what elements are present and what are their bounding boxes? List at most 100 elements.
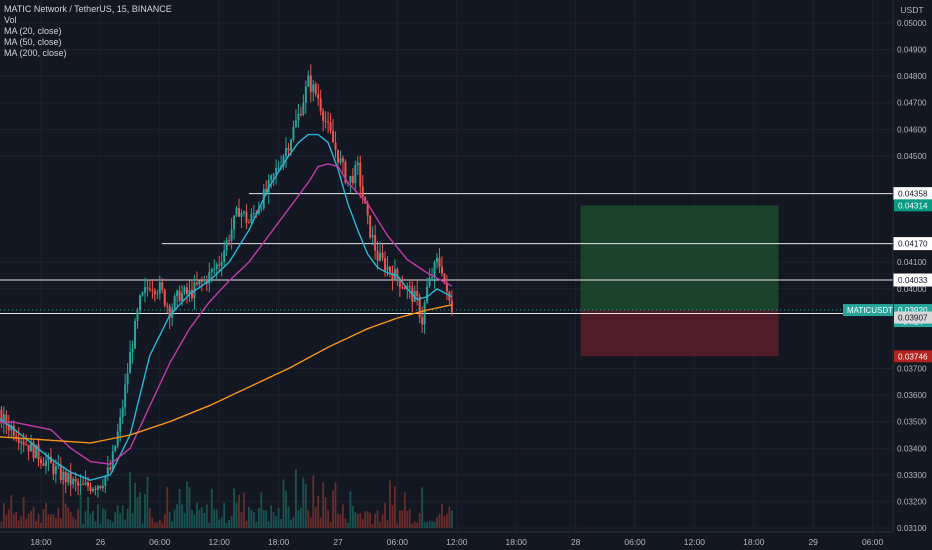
volume-bar (166, 487, 169, 528)
candle-body (59, 465, 62, 481)
price-tick-label: 0.03400 (897, 444, 927, 453)
volume-bar (7, 509, 10, 528)
candle-body (220, 261, 223, 266)
candle-body (104, 476, 107, 486)
volume-bar (364, 511, 367, 528)
target-tag: 0.04314 (894, 199, 932, 212)
long-position-tool (580, 205, 779, 357)
volume-bar (347, 522, 349, 528)
price-tick-label: 0.04500 (897, 152, 927, 161)
candle-body (25, 444, 28, 446)
volume-bar (309, 517, 312, 528)
price-tick-label: 0.03500 (897, 418, 927, 427)
stop-tag: 0.03746 (894, 350, 932, 363)
level-tag-bg (893, 273, 932, 287)
indicator-volume[interactable]: Vol (4, 15, 17, 25)
candle-body (329, 122, 332, 132)
volume-bar (391, 505, 394, 528)
volume-bar (131, 513, 134, 528)
volume-bar (215, 509, 218, 528)
time-tick-label: 12:00 (446, 537, 468, 547)
candle-body (272, 173, 275, 176)
candle-body (339, 158, 342, 163)
indicator-ma200[interactable]: MA (200, close) (4, 48, 67, 58)
volume-bar (389, 480, 391, 528)
volume-bar (17, 520, 20, 528)
symbol-price-label[interactable]: MATICUSDT (843, 304, 893, 317)
candle-body (450, 300, 453, 313)
candle-body (332, 131, 335, 143)
candle-body (143, 287, 146, 293)
volume-bar (240, 511, 243, 528)
candle-body (67, 472, 70, 483)
volume-bar (156, 522, 159, 528)
candle-body (114, 445, 117, 452)
time-tick-label: 18:00 (30, 537, 52, 547)
candle-body (7, 424, 10, 431)
candle-body (42, 463, 45, 466)
volume-bar (220, 517, 223, 528)
volume-bar (153, 522, 156, 528)
volume-bar (54, 518, 57, 528)
candle-body (292, 126, 295, 140)
volume-bar (146, 476, 149, 528)
candle-body (386, 266, 389, 271)
candle-body (309, 75, 312, 92)
volume-bar (394, 486, 396, 528)
volume-bar (334, 482, 337, 528)
symbol-title[interactable]: MATIC Network / TetherUS, 15, BINANCE (4, 4, 172, 14)
candle-body (121, 407, 124, 418)
indicator-ma50[interactable]: MA (50, close) (4, 37, 62, 47)
profit-zone[interactable] (580, 205, 779, 311)
level-tag: 0.03907 (894, 311, 932, 324)
candle-body (327, 121, 330, 123)
target-tag-bg (894, 199, 932, 212)
currency-label: USDT (900, 5, 923, 15)
candle-body (374, 235, 377, 251)
volume-bar (45, 502, 47, 528)
volume-bar (163, 514, 166, 528)
candle-body (376, 250, 379, 261)
volume-bar (126, 508, 129, 528)
volume-bar (208, 522, 211, 528)
candle-body (426, 286, 429, 303)
candle-body (166, 305, 169, 307)
volume-bar (32, 507, 35, 528)
volume-bar (423, 522, 426, 528)
candle-body (319, 98, 322, 112)
volume-bar (141, 523, 144, 528)
ma50-line (0, 163, 453, 465)
candle-body (72, 478, 75, 485)
volume-bar (124, 519, 127, 528)
loss-zone[interactable] (580, 310, 779, 357)
volume-bar (324, 497, 327, 528)
candle-body (240, 212, 243, 217)
volume-bar (171, 521, 174, 528)
candle-body (344, 161, 347, 183)
grid-lines (0, 0, 893, 532)
time-axis-bg[interactable] (0, 532, 893, 550)
volume-bar (314, 507, 317, 528)
candle-body (74, 478, 77, 482)
candle-body (322, 111, 325, 122)
volume-bar (119, 513, 122, 528)
time-tick-label: 18:00 (743, 537, 765, 547)
time-tick-label: 12:00 (209, 537, 231, 547)
volume-bar (248, 506, 250, 528)
candle-body (111, 451, 114, 470)
volume-bar (287, 506, 290, 528)
candle-body (87, 482, 90, 487)
volume-bar (431, 521, 433, 528)
volume-bar (421, 487, 424, 528)
volume-bar (356, 513, 359, 528)
candle-body (225, 240, 228, 251)
volume-bar (69, 511, 72, 528)
time-tick-label: 12:00 (684, 537, 706, 547)
candle-body (20, 441, 23, 443)
indicator-ma20[interactable]: MA (20, close) (4, 26, 62, 36)
volume-bar (149, 508, 151, 528)
volume-bar (436, 517, 438, 528)
candle-body (69, 472, 72, 485)
